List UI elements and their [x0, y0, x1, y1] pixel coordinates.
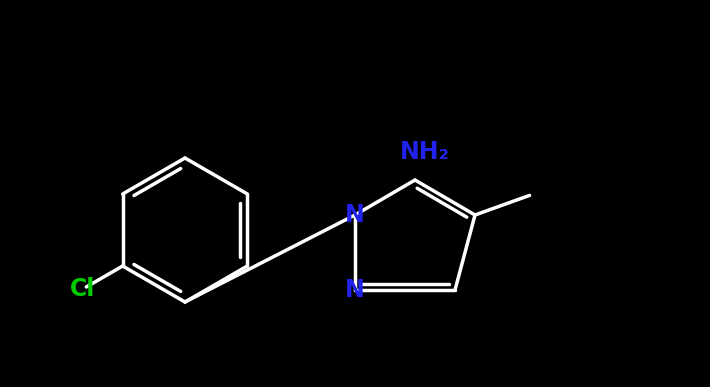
Text: NH₂: NH₂: [400, 140, 450, 164]
Text: N: N: [345, 278, 365, 302]
Text: N: N: [345, 203, 365, 227]
Text: Cl: Cl: [70, 277, 95, 301]
